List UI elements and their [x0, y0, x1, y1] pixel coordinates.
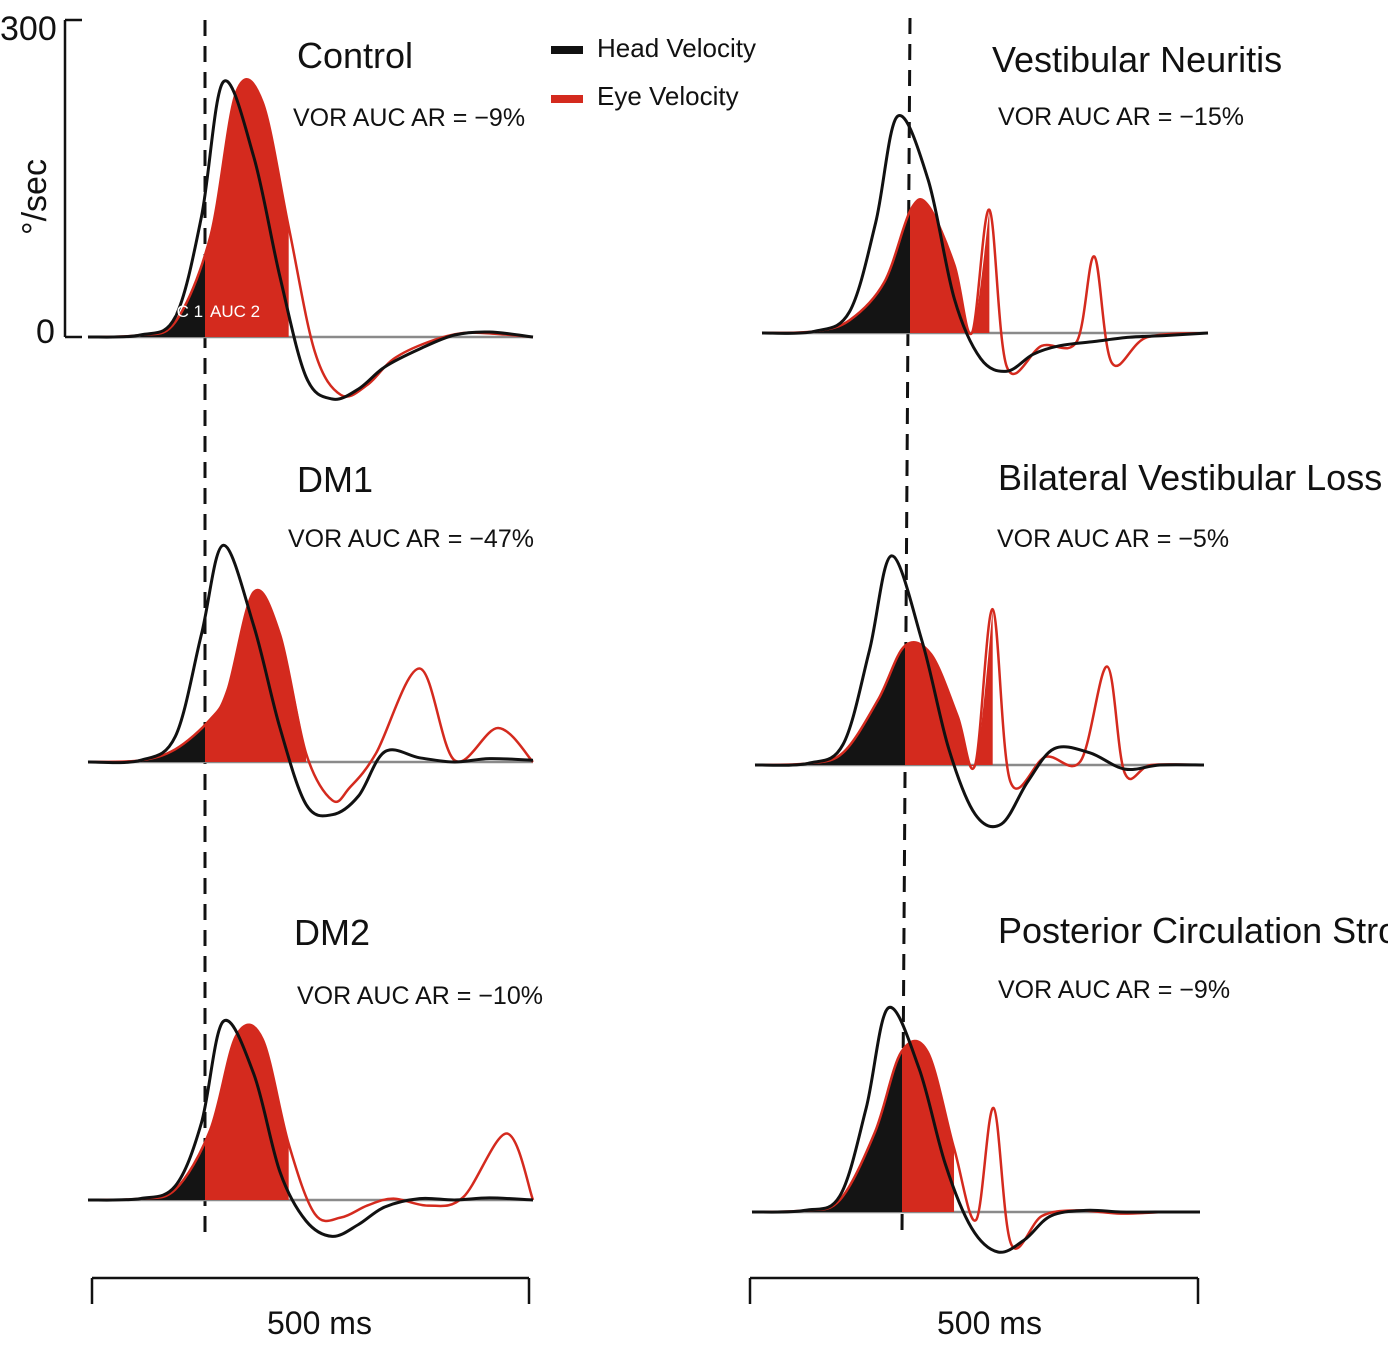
- chart-panel: Control VOR AUC AR = −9%: [87, 35, 534, 401]
- scale-label-right: 500 ms: [937, 1305, 1042, 1341]
- auc1-label: AUC 1: [153, 302, 203, 321]
- time-scale-right: 500 ms: [748, 1276, 1200, 1341]
- panel-title: Control: [297, 35, 413, 76]
- head-velocity-trace: [87, 543, 534, 818]
- legend: Head Velocity Eye Velocity: [551, 33, 756, 111]
- auc1-area: [804, 1051, 902, 1212]
- legend-eye-swatch: [551, 95, 583, 103]
- panel-subtitle: VOR AUC AR = −5%: [997, 525, 1229, 553]
- auc1-area: [140, 254, 205, 337]
- auc2-area: [905, 609, 993, 766]
- auc1-area: [807, 645, 905, 765]
- eye-velocity-trace: [754, 607, 1205, 790]
- panel-title: Posterior Circulation Stroke: [998, 910, 1388, 951]
- panel-title: Bilateral Vestibular Loss: [998, 457, 1382, 498]
- legend-head-swatch: [551, 46, 583, 54]
- head-velocity-trace: [87, 79, 534, 401]
- head-velocity-trace: [761, 114, 1209, 373]
- head-velocity-trace: [754, 554, 1205, 829]
- panel-subtitle: VOR AUC AR = −9%: [293, 104, 525, 132]
- panel-title: DM1: [297, 459, 373, 500]
- head-velocity-trace: [87, 1018, 534, 1238]
- time-scale-left: 500 ms: [90, 1276, 531, 1341]
- eye-velocity-trace: [87, 1023, 535, 1223]
- eye-velocity-trace: [761, 198, 1209, 376]
- scale-label-left: 500 ms: [267, 1305, 372, 1341]
- auc2-area: [910, 199, 990, 334]
- chart-panel: DM1 VOR AUC AR = −47%: [87, 459, 534, 818]
- auc2-area: [205, 1024, 289, 1200]
- y-tick-label-max: 300: [0, 10, 57, 48]
- legend-eye-label: Eye Velocity: [597, 81, 739, 111]
- panel-subtitle: VOR AUC AR = −47%: [288, 525, 534, 553]
- y-axis-label: °/sec: [16, 159, 54, 235]
- auc2-area: [205, 79, 289, 337]
- y-tick-label-min: 0: [36, 313, 55, 351]
- auc2-label: AUC 2: [210, 302, 260, 321]
- eye-velocity-trace: [751, 1039, 1201, 1250]
- y-axis: 300 0 °/sec: [0, 10, 82, 351]
- panel-subtitle: VOR AUC AR = −9%: [998, 976, 1230, 1004]
- auc1-area: [140, 725, 205, 762]
- chart-panel: Bilateral Vestibular Loss VOR AUC AR = −5…: [754, 457, 1382, 829]
- auc1-area: [140, 1142, 205, 1200]
- eye-velocity-trace: [87, 78, 534, 398]
- peak-reference-line-right: [900, 17, 912, 1233]
- panel-title: Vestibular Neuritis: [992, 39, 1282, 80]
- legend-head-label: Head Velocity: [597, 33, 756, 63]
- auc2-area: [205, 590, 307, 762]
- eye-velocity-trace: [87, 588, 534, 804]
- panel-subtitle: VOR AUC AR = −10%: [297, 982, 543, 1010]
- auc1-area: [814, 211, 910, 333]
- panels: Control VOR AUC AR = −9% DM1 VOR AUC AR = −…: [87, 35, 1388, 1254]
- chart-panel: Posterior Circulation Stroke VOR AUC AR =…: [751, 910, 1388, 1254]
- auc2-area: [902, 1041, 955, 1212]
- chart-panel: DM2 VOR AUC AR = −10%: [87, 912, 543, 1238]
- head-velocity-trace: [751, 1005, 1200, 1254]
- panel-subtitle: VOR AUC AR = −15%: [998, 103, 1244, 131]
- chart-panel: Vestibular Neuritis VOR AUC AR = −15%: [761, 39, 1282, 376]
- panel-title: DM2: [294, 912, 370, 953]
